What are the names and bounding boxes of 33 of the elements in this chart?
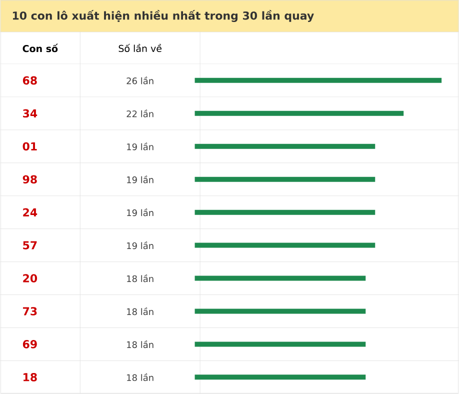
y-tick-label: 01 (22, 142, 37, 151)
data-label: 19 lần (127, 176, 154, 184)
data-label: 19 lần (127, 241, 154, 250)
data-label: 18 lần (127, 307, 154, 316)
y-tick-label: 69 (22, 340, 37, 348)
bar (194, 210, 376, 215)
y-tick-label: 68 (22, 76, 37, 85)
y-axis-title: Con số (22, 44, 58, 52)
y-tick-label: 18 (24, 373, 37, 382)
bar (194, 276, 366, 281)
y-tick-label: 20 (23, 274, 38, 282)
bar (194, 242, 376, 248)
data-label: 19 lần (127, 142, 154, 150)
bar (194, 78, 442, 83)
x-axis-title: Số lần về (118, 44, 162, 52)
y-tick-label: 34 (23, 109, 38, 118)
y-tick-label: 73 (23, 307, 37, 316)
y-tick-label: 57 (23, 241, 37, 250)
bar (194, 342, 366, 347)
bar (194, 308, 366, 314)
y-tick-label: 98 (22, 175, 37, 184)
chart-title: 10 con lô xuất hiện nhiều nhất trong 30 lần quay (12, 10, 314, 22)
bar (194, 110, 404, 116)
data-label: 18 lần (127, 373, 154, 382)
y-tick-label: 24 (23, 208, 38, 216)
bar (194, 176, 376, 182)
bar (194, 144, 376, 149)
data-label: 19 lần (127, 208, 154, 216)
data-label: 18 lần (127, 274, 154, 282)
data-label: 18 lần (127, 340, 154, 348)
bar (194, 374, 366, 380)
data-label: 26 lần (126, 76, 154, 84)
data-label: 22 lần (126, 110, 154, 118)
